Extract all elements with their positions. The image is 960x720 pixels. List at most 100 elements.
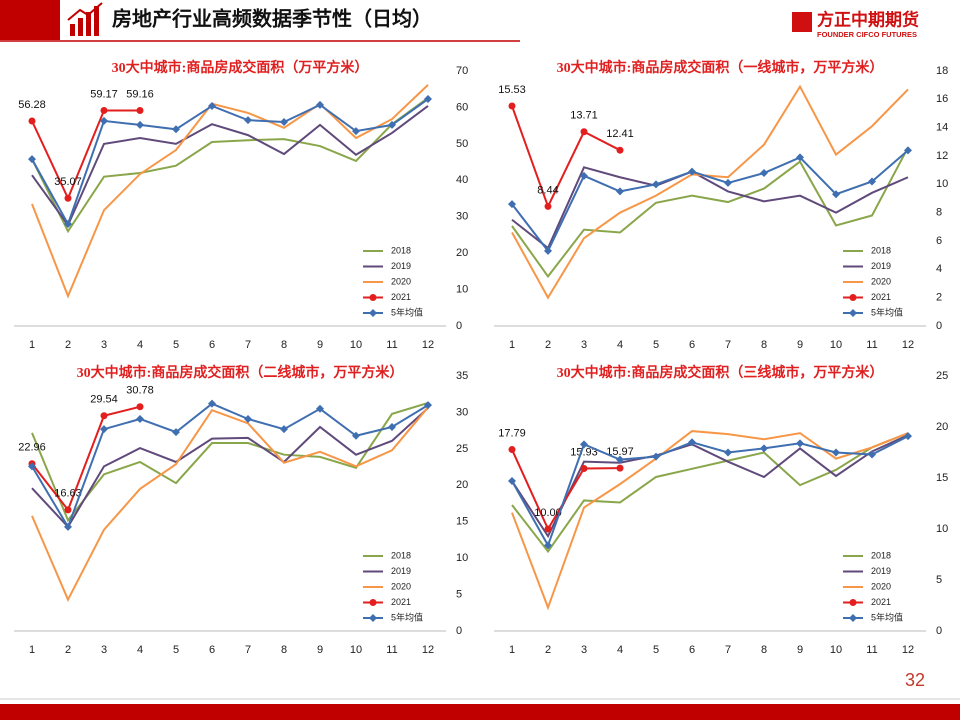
y-tick-label: 20	[936, 421, 948, 433]
series-line	[31, 406, 429, 603]
legend-label: 2019	[871, 261, 891, 271]
y-tick-label: 10	[456, 283, 468, 295]
x-tick-label: 3	[581, 644, 587, 656]
x-tick-label: 9	[317, 644, 323, 656]
legend-label: 5年均值	[871, 306, 903, 317]
legend-marker	[849, 309, 857, 317]
data-label: 13.71	[570, 110, 598, 122]
x-tick-label: 1	[29, 339, 35, 351]
point	[652, 452, 660, 461]
y-tick-label: 16	[936, 93, 948, 105]
series-line	[511, 449, 621, 532]
y-tick-label: 5	[936, 574, 942, 586]
y-tick-label: 0	[936, 625, 942, 637]
legend-marker	[849, 614, 857, 622]
data-label: 15.97	[606, 446, 634, 458]
chart-title: 30大中城市:商品房成交面积（万平方米）	[112, 59, 369, 76]
point	[544, 541, 552, 550]
x-tick-label: 4	[137, 644, 143, 656]
point	[424, 95, 432, 104]
y-tick-label: 60	[456, 101, 468, 113]
y-tick-label: 6	[936, 235, 942, 247]
point	[136, 403, 144, 411]
y-tick-label: 20	[456, 479, 468, 491]
x-tick-label: 12	[422, 644, 434, 656]
legend-label: 2020	[391, 581, 411, 591]
data-label: 15.53	[498, 84, 526, 96]
x-tick-label: 2	[65, 339, 71, 351]
legend-label: 5年均值	[391, 611, 423, 622]
point	[904, 432, 912, 441]
x-tick-label: 5	[653, 339, 659, 351]
data-label: 8.44	[537, 184, 558, 196]
point	[580, 465, 588, 473]
data-label: 22.96	[18, 442, 46, 454]
series-line	[511, 105, 621, 210]
point	[544, 246, 552, 255]
legend-label: 2018	[391, 550, 411, 560]
point	[904, 146, 912, 155]
data-label: 59.16	[126, 88, 154, 100]
point	[388, 423, 396, 431]
x-tick-label: 2	[545, 339, 551, 351]
point	[100, 116, 108, 125]
point	[172, 125, 180, 134]
point	[760, 169, 768, 177]
series-line	[511, 432, 909, 554]
y-tick-label: 15	[456, 516, 468, 528]
point	[100, 412, 108, 420]
legend-label: 2019	[391, 566, 411, 576]
point	[64, 522, 72, 531]
legend-label: 2021	[871, 292, 891, 302]
data-label: 30.78	[126, 385, 154, 397]
series-line	[31, 405, 141, 512]
series-line	[511, 166, 909, 250]
y-tick-label: 2	[936, 292, 942, 304]
series-line	[511, 149, 909, 253]
y-tick-label: 8	[936, 207, 942, 219]
header-title: 房地产行业高频数据季节性（日均）	[112, 6, 432, 30]
legend-label: 2018	[391, 245, 411, 255]
legend-label: 2021	[871, 597, 891, 607]
x-tick-label: 8	[761, 644, 767, 656]
y-tick-label: 14	[936, 122, 948, 134]
data-label: 12.41	[606, 128, 634, 140]
legend-label: 5年均值	[391, 306, 423, 317]
x-tick-label: 12	[902, 339, 914, 351]
point	[424, 401, 432, 410]
point	[508, 477, 516, 486]
data-label: 29.54	[90, 394, 118, 406]
point	[544, 202, 552, 210]
x-tick-label: 1	[29, 644, 35, 656]
y-tick-label: 18	[936, 65, 948, 77]
x-tick-label: 5	[173, 339, 179, 351]
series-line	[31, 402, 429, 523]
x-tick-label: 12	[422, 339, 434, 351]
point	[580, 128, 588, 136]
x-tick-label: 4	[617, 644, 623, 656]
data-label: 16.63	[54, 488, 82, 500]
series-line	[511, 430, 909, 611]
point	[28, 155, 36, 164]
x-tick-label: 12	[902, 644, 914, 656]
x-tick-label: 8	[761, 339, 767, 351]
point	[688, 167, 696, 176]
x-tick-label: 11	[386, 339, 397, 351]
x-tick-label: 7	[245, 339, 251, 351]
x-tick-label: 9	[797, 644, 803, 656]
x-tick-label: 7	[725, 644, 731, 656]
y-tick-label: 10	[936, 178, 948, 190]
legend-label: 2018	[871, 245, 891, 255]
series-line	[31, 109, 141, 201]
chart-title: 30大中城市:商品房成交面积（二线城市，万平方米）	[77, 364, 404, 381]
page-number: 32	[905, 670, 925, 690]
y-tick-label: 25	[456, 443, 468, 455]
y-tick-label: 0	[936, 320, 942, 332]
x-tick-label: 10	[350, 339, 362, 351]
chart-title: 30大中城市:商品房成交面积（一线城市，万平方米）	[557, 59, 884, 76]
legend-label: 2018	[871, 550, 891, 560]
point	[724, 178, 732, 187]
point	[868, 450, 876, 459]
point	[388, 120, 396, 129]
footer-band	[0, 704, 960, 720]
